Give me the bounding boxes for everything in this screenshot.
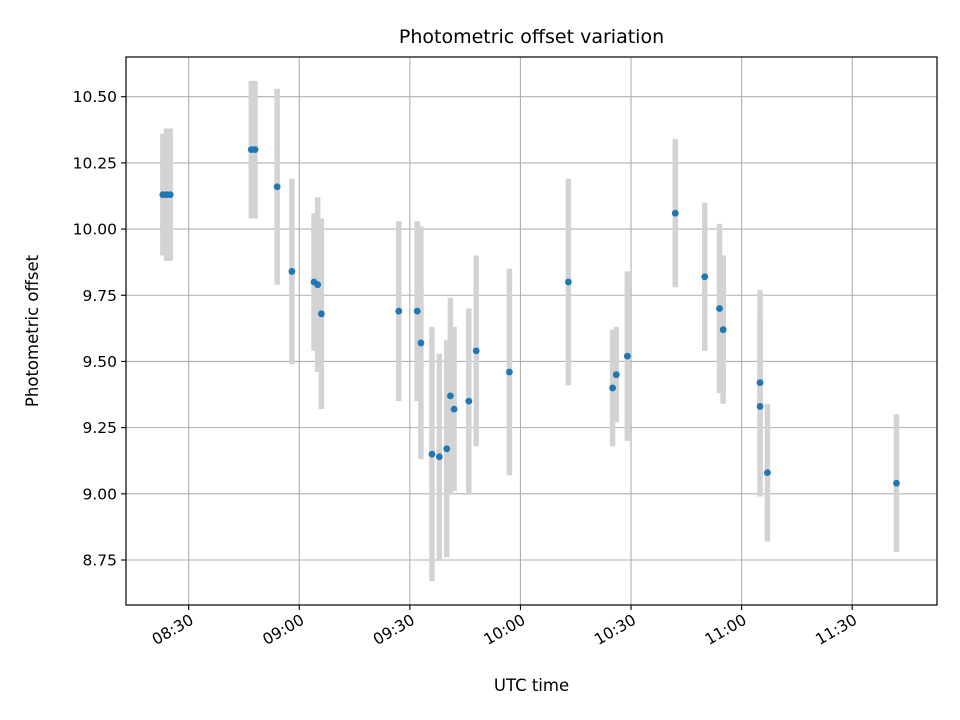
data-point	[447, 392, 454, 400]
data-point	[251, 146, 259, 154]
data-point	[609, 384, 616, 392]
data-point	[417, 339, 425, 347]
y-tick-label: 10.50	[73, 88, 117, 106]
data-point	[443, 445, 451, 453]
y-tick-label: 9.25	[82, 419, 117, 437]
data-point	[764, 469, 771, 477]
y-tick-label: 9.00	[82, 485, 117, 503]
x-axis-label: UTC time	[494, 676, 569, 695]
data-point	[273, 183, 281, 191]
plot-frame	[125, 56, 938, 606]
y-tick-label: 10.00	[73, 221, 117, 239]
y-tick-label: 9.75	[82, 287, 117, 305]
y-axis-label: Photometric offset	[23, 254, 42, 407]
data-point	[413, 307, 421, 315]
data-point	[756, 379, 764, 387]
data-point	[612, 371, 620, 379]
data-point	[317, 310, 325, 318]
data-point	[428, 450, 436, 458]
y-tick-label: 9.50	[82, 353, 117, 371]
data-point	[288, 268, 296, 275]
data-point	[671, 209, 679, 217]
data-point	[472, 347, 480, 355]
data-point	[435, 453, 443, 461]
data-point	[505, 368, 513, 376]
y-tick-label: 8.75	[82, 551, 117, 569]
chart-title: Photometric offset variation	[399, 26, 664, 48]
data-point	[465, 397, 473, 405]
data-point	[395, 307, 403, 315]
data-points	[159, 146, 900, 487]
data-point	[623, 352, 631, 360]
data-point	[314, 281, 322, 289]
data-point	[701, 273, 709, 281]
data-point	[564, 278, 572, 286]
data-point	[166, 191, 174, 199]
data-point	[756, 403, 764, 410]
data-point	[716, 305, 723, 312]
grid	[126, 57, 937, 605]
data-point	[719, 326, 727, 334]
y-tick-label: 10.25	[73, 154, 117, 172]
data-point	[893, 479, 900, 487]
data-point	[450, 405, 458, 413]
y-axis-ticks: 8.75 9.00 9.25 9.50 9.75 10.00 10.25 10.50	[73, 88, 126, 569]
